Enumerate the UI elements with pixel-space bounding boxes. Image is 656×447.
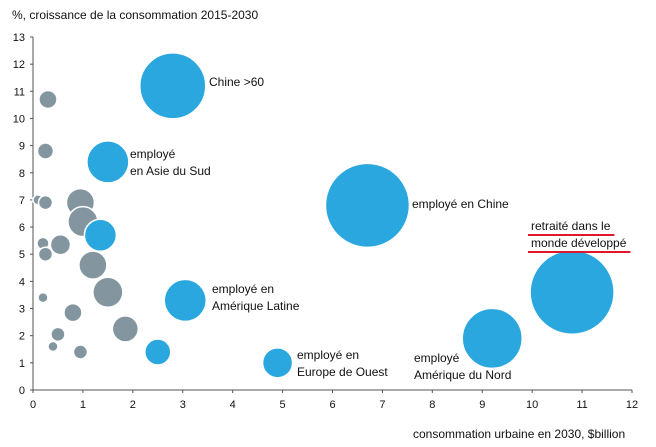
bubble-label: employé en (297, 348, 359, 362)
x-tick-label: 7 (379, 399, 385, 411)
y-tick-label: 9 (19, 141, 25, 153)
x-tick-label: 2 (130, 399, 136, 411)
blue-bubble (83, 218, 118, 252)
bubble-label: employé (130, 147, 176, 161)
blue-bubble (86, 140, 130, 184)
bubble-label: employé (414, 351, 460, 365)
grey-bubble (38, 89, 58, 110)
blue-bubble (461, 307, 523, 370)
bubble-label: Europe de Ouest (297, 365, 388, 379)
y-tick-label: 10 (13, 113, 25, 125)
bubble-label: monde développé (531, 236, 627, 250)
grey-bubble (72, 344, 89, 360)
y-tick-label: 5 (19, 249, 25, 261)
bubble-label: employé en Chine (412, 197, 509, 211)
bubble-label: en Asie du Sud (130, 164, 211, 178)
grey-bubble (47, 340, 59, 353)
bubble-label: Chine >60 (209, 75, 264, 89)
y-tick-label: 1 (19, 358, 25, 370)
x-tick-label: 6 (329, 399, 335, 411)
x-tick-label: 4 (230, 399, 236, 411)
y-tick-label: 0 (19, 385, 25, 397)
x-tick-label: 1 (80, 399, 86, 411)
y-tick-label: 12 (13, 59, 25, 71)
x-tick-label: 5 (280, 399, 286, 411)
blue-bubble (139, 52, 207, 120)
grey-bubble (36, 142, 55, 160)
y-tick-label: 6 (19, 222, 25, 234)
grey-bubble (37, 194, 54, 211)
y-tick-label: 13 (13, 32, 25, 44)
blue-bubble (324, 162, 411, 249)
grey-bubble (49, 233, 72, 256)
blue-bubble (163, 278, 207, 323)
x-axis-title: consommation urbaine en 2030, $billion (413, 427, 625, 441)
y-tick-label: 2 (19, 331, 25, 343)
grey-bubble (111, 315, 140, 343)
chart-bubbles (32, 52, 615, 379)
y-tick-label: 11 (14, 86, 25, 98)
grey-bubble (92, 276, 124, 308)
grey-bubble (37, 291, 49, 304)
bubble-label: Amérique du Nord (414, 368, 511, 382)
x-tick-label: 10 (526, 399, 538, 411)
grey-bubble (63, 302, 83, 323)
x-tick-label: 12 (626, 399, 638, 411)
y-tick-label: 8 (19, 168, 25, 180)
y-tick-label: 7 (19, 195, 25, 207)
y-tick-label: 3 (19, 304, 25, 316)
bubble-label: retraité dans le (531, 219, 611, 233)
grey-bubble (78, 250, 108, 280)
chart-labels: Chine >60 employé en Asie du Sud employé en… (130, 75, 631, 382)
y-axis-title: %, croissance de la consommation 2015-20… (12, 8, 258, 22)
x-tick-label: 9 (479, 399, 485, 411)
grey-bubble (50, 326, 66, 343)
x-tick-label: 8 (429, 399, 435, 411)
y-tick-label: 4 (19, 276, 25, 288)
x-tick-label: 11 (576, 399, 587, 411)
x-tick-label: 3 (180, 399, 186, 411)
blue-bubble (261, 347, 294, 379)
bubble-label: Amérique Latine (212, 299, 300, 313)
x-tick-label: 0 (30, 399, 36, 411)
blue-bubble (144, 338, 172, 366)
bubble-label: employé en (212, 282, 274, 296)
grey-bubble (37, 246, 54, 262)
blue-bubble (529, 249, 615, 335)
